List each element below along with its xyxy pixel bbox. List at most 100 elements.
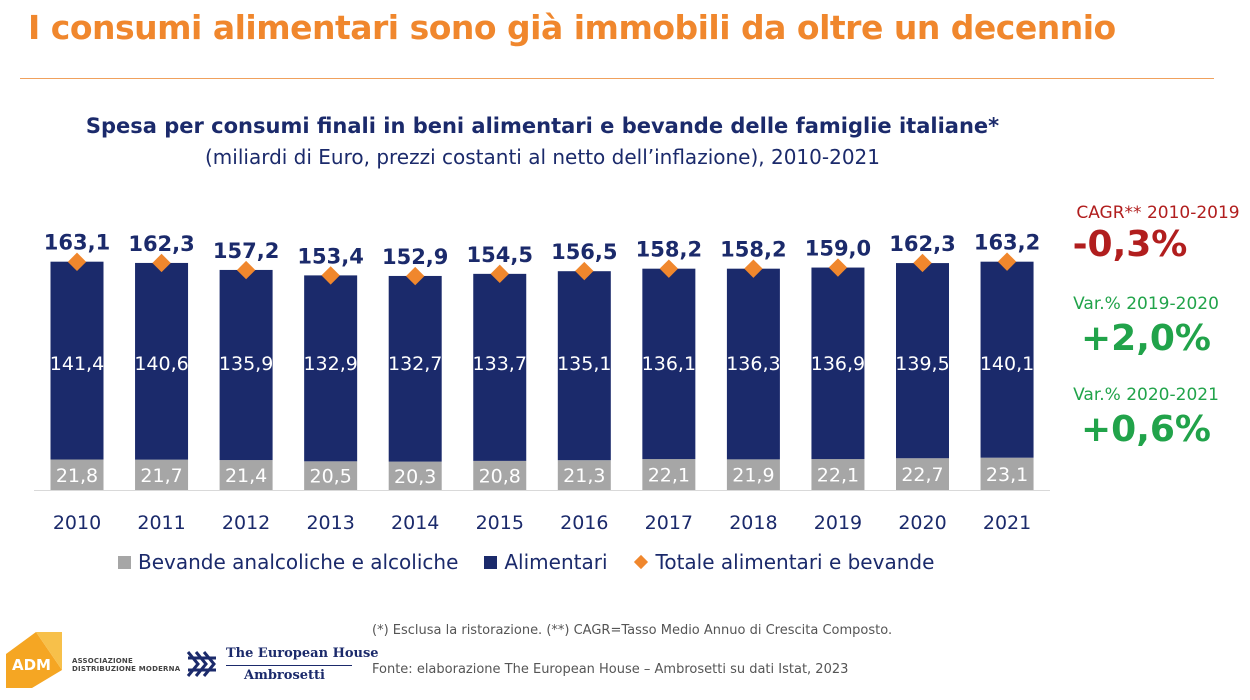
bar-food-2017 [642, 268, 696, 460]
bar-beverages-2014 [388, 461, 442, 490]
label-beverages-2016: 21,3 [563, 465, 605, 487]
label-beverages-2021: 23,1 [986, 464, 1028, 486]
marker-total-2020 [913, 253, 932, 273]
x-tick-2019: 2019 [814, 512, 862, 534]
marker-total-2013 [321, 266, 340, 285]
bar-beverages-2020 [896, 458, 949, 490]
bar-beverages-2010 [50, 459, 104, 490]
marker-total-2017 [659, 259, 679, 278]
label-beverages-2018: 21,9 [732, 465, 774, 487]
x-tick-2018: 2018 [729, 512, 777, 534]
label-total-2011: 162,3 [128, 232, 194, 256]
x-tick-2015: 2015 [476, 512, 524, 534]
label-total-2017: 158,2 [636, 238, 702, 262]
x-tick-2020: 2020 [898, 512, 946, 534]
legend-item-total: Totale alimentari e bevande [633, 550, 935, 574]
label-food-2020: 139,5 [895, 353, 949, 375]
page-title: I consumi alimentari sono già immobili d… [28, 8, 1116, 47]
bar-food-2011 [135, 262, 189, 460]
x-tick-2021: 2021 [983, 512, 1031, 534]
bar-beverages-2016 [557, 460, 611, 490]
label-total-2010: 163,1 [44, 231, 110, 255]
bar-food-2019 [811, 267, 865, 460]
bar-beverages-2015 [473, 460, 527, 490]
chart-legend: Bevande analcoliche e alcoliche Alimenta… [118, 550, 960, 574]
label-total-2020: 162,3 [889, 232, 955, 256]
bar-food-2021 [980, 261, 1034, 458]
label-food-2012: 135,9 [219, 353, 273, 375]
label-beverages-2017: 22,1 [648, 465, 690, 487]
marker-total-2014 [406, 266, 425, 286]
legend-label-total: Totale alimentari e bevande [655, 550, 935, 574]
label-beverages-2011: 21,7 [140, 465, 182, 487]
teh-logo-icon [186, 651, 216, 677]
label-total-2019: 159,0 [805, 237, 871, 261]
bar-food-2015 [473, 273, 527, 461]
cagr-value: -0,3% [1072, 224, 1188, 265]
stacked-bar-chart: 21,8 141,4 163,1 2010 21,7 140,6 162,3 2011 21,4… [34, 231, 1050, 534]
label-total-2012: 157,2 [213, 239, 279, 263]
label-beverages-2013: 20,5 [309, 466, 351, 488]
marker-total-2019 [828, 258, 848, 277]
label-beverages-2020: 22,7 [901, 464, 943, 486]
legend-item-beverages: Bevande analcoliche e alcoliche [118, 550, 458, 574]
bar-food-2013 [304, 275, 358, 462]
label-beverages-2019: 22,1 [817, 465, 859, 487]
label-food-2016: 135,1 [557, 353, 611, 375]
label-total-2015: 154,5 [467, 243, 533, 267]
label-food-2013: 132,9 [303, 353, 357, 375]
label-food-2014: 132,7 [388, 353, 442, 375]
x-tick-2016: 2016 [560, 512, 608, 534]
bar-beverages-2013 [304, 461, 358, 490]
var-2020-2021-label: Var.% 2020-2021 [1073, 385, 1219, 405]
label-total-2016: 156,5 [551, 240, 617, 264]
x-tick-2013: 2013 [306, 512, 354, 534]
label-food-2011: 140,6 [134, 353, 188, 375]
var-2019-2020-label: Var.% 2019-2020 [1073, 294, 1219, 314]
label-beverages-2014: 20,3 [394, 466, 436, 488]
bar-beverages-2019 [811, 459, 865, 490]
legend-diamond-icon [633, 554, 648, 570]
x-tick-2011: 2011 [137, 512, 185, 534]
chart-title: Spesa per consumi finali in beni aliment… [85, 114, 1000, 138]
bar-food-2012 [219, 269, 273, 461]
marker-total-2015 [490, 264, 509, 284]
teh-name: The European House [226, 646, 379, 661]
label-beverages-2015: 20,8 [479, 465, 521, 487]
x-tick-2017: 2017 [645, 512, 693, 534]
footnote: (*) Esclusa la ristorazione. (**) CAGR=T… [372, 623, 893, 638]
label-food-2018: 136,3 [726, 353, 780, 375]
legend-swatch-grey [118, 555, 131, 569]
label-total-2018: 158,2 [720, 238, 786, 262]
bar-food-2018 [726, 268, 780, 460]
legend-label-beverages: Bevande analcoliche e alcoliche [138, 550, 459, 574]
bar-food-2010 [50, 261, 104, 460]
adm-logo: ADM [6, 632, 62, 688]
x-tick-2012: 2012 [222, 512, 270, 534]
marker-total-2011 [152, 253, 171, 273]
label-food-2021: 140,1 [980, 353, 1034, 375]
source-note: Fonte: elaborazione The European House –… [372, 662, 849, 677]
bar-food-2014 [388, 275, 442, 462]
label-total-2013: 153,4 [297, 244, 363, 268]
adm-logo-text: ADM [12, 656, 51, 674]
title-divider [20, 78, 1214, 79]
marker-total-2021 [997, 252, 1017, 271]
label-food-2010: 141,4 [50, 353, 104, 375]
bar-food-2016 [557, 271, 611, 461]
label-food-2017: 136,1 [642, 353, 696, 375]
bar-beverages-2018 [726, 459, 780, 490]
teh-divider [226, 665, 352, 666]
label-beverages-2010: 21,8 [56, 465, 98, 487]
label-food-2015: 133,7 [473, 353, 527, 375]
bar-beverages-2011 [135, 459, 189, 490]
label-food-2019: 136,9 [811, 353, 865, 375]
x-tick-2014: 2014 [391, 512, 439, 534]
bar-beverages-2012 [219, 460, 273, 490]
bar-beverages-2021 [980, 457, 1034, 490]
bar-food-2020 [896, 263, 949, 459]
chart-subtitle: (miliardi di Euro, prezzi costanti al ne… [204, 145, 880, 169]
teh-subname: Ambrosetti [244, 668, 325, 683]
legend-item-food: Alimentari [484, 550, 608, 574]
label-total-2021: 163,2 [974, 231, 1040, 255]
